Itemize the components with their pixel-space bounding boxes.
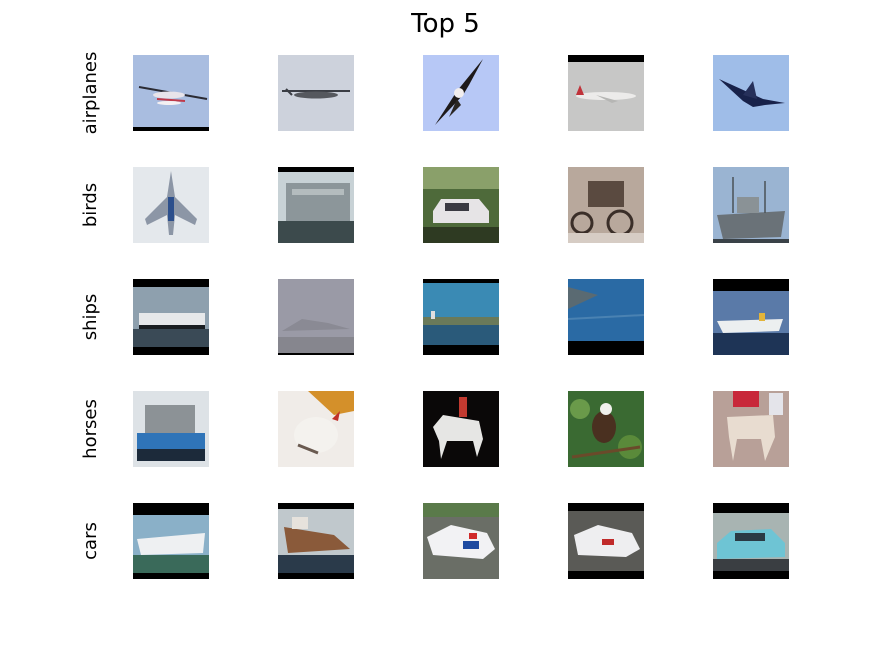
- birds-image-5: [713, 167, 789, 243]
- row-label-horses: horses: [80, 399, 101, 459]
- cars-image-3: [423, 503, 499, 579]
- row-label-cars: cars: [80, 522, 101, 560]
- birds-image-1: [133, 167, 209, 243]
- horses-image-4: [568, 391, 644, 467]
- birds-image-4: [568, 167, 644, 243]
- airplanes-image-5: [713, 55, 789, 131]
- row-label-airplanes: airplanes: [80, 51, 101, 135]
- cars-image-4: [568, 503, 644, 579]
- airplanes-image-3: [423, 55, 499, 131]
- airplanes-image-2: [278, 55, 354, 131]
- birds-image-2: [278, 167, 354, 243]
- row-label-ships: ships: [80, 293, 101, 341]
- cars-image-1: [133, 503, 209, 579]
- cars-image-2: [278, 503, 354, 579]
- ships-image-3: [423, 279, 499, 355]
- horses-image-5: [713, 391, 789, 467]
- horses-image-3: [423, 391, 499, 467]
- figure-title: Top 5: [411, 9, 480, 39]
- ships-image-5: [713, 279, 789, 355]
- cars-image-5: [713, 503, 789, 579]
- birds-image-3: [423, 167, 499, 243]
- row-label-birds: birds: [80, 182, 101, 228]
- ships-image-2: [278, 279, 354, 355]
- ships-image-1: [133, 279, 209, 355]
- horses-image-1: [133, 391, 209, 467]
- horses-image-2: [278, 391, 354, 467]
- airplanes-image-1: [133, 55, 209, 131]
- ships-image-4: [568, 279, 644, 355]
- airplanes-image-4: [568, 55, 644, 131]
